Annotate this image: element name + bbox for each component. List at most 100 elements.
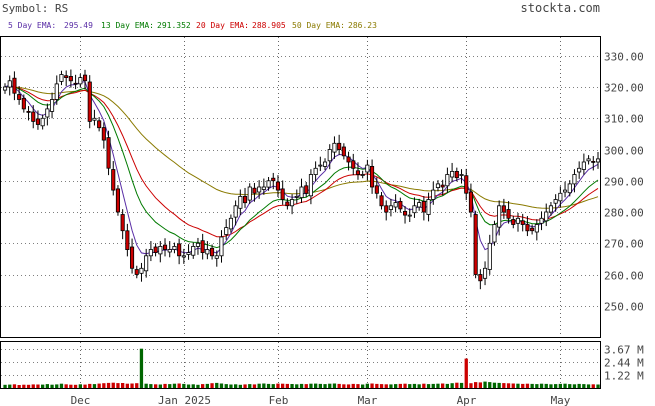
volume-bar: [370, 384, 373, 389]
volume-bar: [592, 384, 595, 388]
candle: [465, 169, 468, 200]
candle: [596, 152, 599, 169]
candle-body: [83, 75, 86, 81]
volume-bar: [55, 384, 58, 388]
candle-body: [535, 225, 538, 233]
candle: [74, 75, 77, 89]
candle: [563, 182, 566, 198]
candle-body: [526, 225, 529, 231]
volume-bar: [507, 383, 510, 388]
candle-body: [149, 250, 152, 256]
candle-body: [309, 175, 312, 196]
legend-ema50-value: 286.23: [348, 21, 377, 30]
candle: [408, 208, 411, 222]
candle-body: [385, 206, 388, 212]
volume-bar: [587, 384, 590, 388]
volume-axis: 3.67 M2.44 M1.22 M: [604, 344, 644, 383]
volume-bar: [173, 384, 176, 388]
volume-bar: [8, 385, 11, 388]
candle-body: [27, 111, 30, 112]
volume-bar: [140, 349, 143, 388]
candle-body: [427, 200, 430, 215]
candle-body: [531, 228, 534, 231]
price-axis: 330.00320.00310.00300.00290.00280.00270.…: [604, 51, 644, 314]
candle-body: [432, 190, 435, 199]
volume-bar: [201, 384, 204, 388]
volume-bar: [154, 384, 157, 388]
candle: [135, 266, 138, 279]
candle: [568, 180, 571, 196]
candle-body: [295, 196, 298, 197]
volume-bar: [356, 384, 359, 388]
candle: [366, 160, 369, 181]
date-tick-label: May: [551, 394, 571, 406]
volume-grid: [1, 342, 600, 388]
volume-bar: [323, 384, 326, 388]
candle-body: [182, 256, 185, 257]
candle-body: [248, 187, 251, 200]
candle-body: [46, 109, 49, 117]
volume-bar: [192, 384, 195, 388]
date-tick-label: Jan 2025: [158, 394, 211, 406]
volume-bar: [573, 384, 576, 388]
candle-body: [389, 206, 392, 210]
volume-bar: [18, 385, 21, 388]
candle: [403, 206, 406, 224]
candle: [93, 110, 96, 126]
volume-bar: [243, 384, 246, 388]
candle-body: [93, 118, 96, 120]
candle-body: [98, 121, 101, 128]
volume-bar: [220, 384, 223, 389]
candle-body: [549, 206, 552, 212]
volume-bar: [300, 384, 303, 388]
candle: [333, 136, 336, 159]
candle: [295, 190, 298, 204]
volume-bar: [135, 383, 138, 388]
volume-bar: [178, 384, 181, 389]
volume-bar: [98, 384, 101, 388]
candle-body: [253, 188, 256, 193]
volume-bar: [102, 383, 105, 388]
candle: [460, 169, 463, 183]
volume-bar: [338, 384, 341, 388]
candle: [112, 161, 115, 195]
volume-bar: [380, 384, 383, 388]
candle-body: [451, 171, 454, 177]
candle-body: [408, 215, 411, 216]
volume-bar: [225, 384, 228, 388]
volume-bar: [107, 383, 110, 388]
candle-body: [32, 112, 35, 121]
candle-body: [13, 78, 16, 93]
candle: [248, 183, 251, 204]
volume-bar: [512, 384, 515, 389]
volume-bar: [50, 385, 53, 388]
candle-body: [36, 119, 39, 125]
volume-bar: [74, 385, 77, 388]
candle-body: [516, 218, 519, 223]
candle-body: [18, 95, 21, 100]
legend-ema13-label: 13 Day EMA:: [101, 21, 154, 30]
candle: [267, 177, 270, 191]
candle-body: [356, 171, 359, 175]
candle-body: [102, 128, 105, 141]
candle-body: [403, 211, 406, 215]
candle: [300, 179, 303, 203]
candle: [512, 216, 515, 229]
volume-bar: [305, 384, 308, 388]
volume-bar: [295, 384, 298, 388]
date-tick-label: Apr: [457, 394, 477, 406]
volume-bar: [413, 384, 416, 388]
candle-body: [554, 200, 557, 204]
candle: [436, 180, 439, 191]
candle: [121, 209, 124, 239]
candle: [451, 163, 454, 182]
volume-bar: [347, 384, 350, 388]
volume-bar: [3, 385, 6, 388]
volume-bar: [488, 382, 491, 388]
legend-ema20-value: 288.905: [252, 21, 286, 30]
volume-bar: [446, 384, 449, 388]
candle: [243, 188, 246, 208]
candle: [50, 93, 53, 119]
candle: [370, 160, 373, 194]
candle-body: [41, 118, 44, 126]
